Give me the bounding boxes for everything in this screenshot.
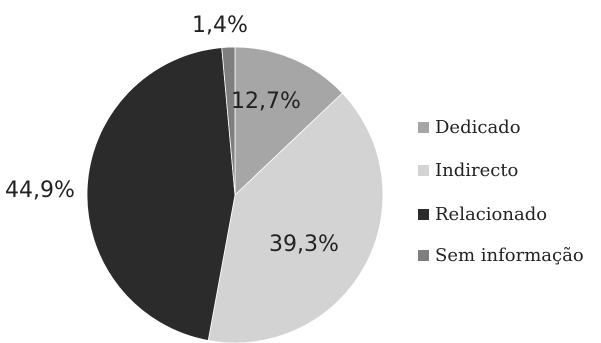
pie-slice-indirecto	[207, 92, 384, 343]
legend-label-indirecto: Indirecto	[435, 160, 518, 181]
legend-swatch-indirecto	[418, 165, 429, 176]
data-label-dedicado: 12,7%	[231, 89, 301, 114]
legend-item-relacionado: Relacionado	[418, 204, 547, 225]
legend-item-dedicado: Dedicado	[418, 117, 521, 138]
data-label-indirecto: 39,3%	[269, 232, 339, 257]
data-label-relacionado: 44,9%	[5, 178, 75, 203]
legend-swatch-sem-informacao	[418, 250, 429, 261]
legend-item-sem-informacao: Sem informação	[418, 245, 584, 266]
legend-label-relacionado: Relacionado	[435, 204, 547, 225]
legend-label-sem-informacao: Sem informação	[435, 245, 584, 266]
legend-swatch-dedicado	[418, 122, 429, 133]
pie-slice-relacionado	[86, 47, 236, 342]
legend-label-dedicado: Dedicado	[435, 117, 521, 138]
data-label-sem-informacao: 1,4%	[192, 13, 248, 38]
pie-slice-sem-informacao	[221, 46, 236, 196]
legend-swatch-relacionado	[418, 209, 429, 220]
pie-slices	[86, 46, 384, 343]
legend-item-indirecto: Indirecto	[418, 160, 518, 181]
pie-data-labels: 12,7% 39,3% 44,9% 1,4%	[5, 13, 339, 257]
pie-slice-dedicado	[234, 46, 343, 196]
legend: Dedicado Indirecto Relacionado Sem infor…	[418, 117, 584, 266]
